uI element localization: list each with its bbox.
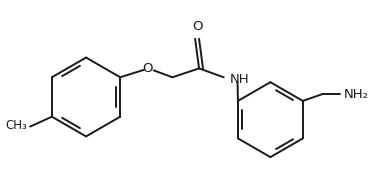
Text: NH₂: NH₂ — [343, 88, 368, 101]
Text: NH: NH — [230, 73, 249, 86]
Text: CH₃: CH₃ — [6, 119, 27, 132]
Text: O: O — [142, 62, 153, 75]
Text: O: O — [192, 20, 202, 33]
